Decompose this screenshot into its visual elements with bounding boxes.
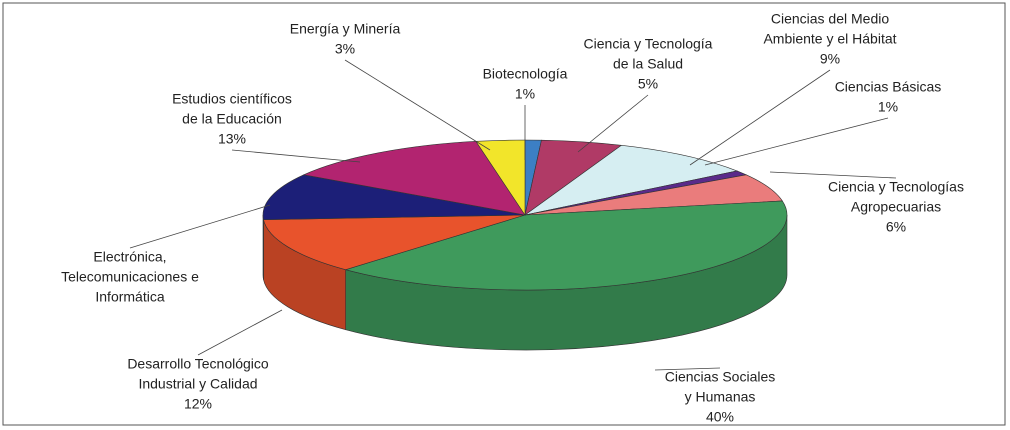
value-label: 1% (878, 99, 898, 115)
slice-label: Electrónica, (93, 249, 166, 265)
leader-line (704, 117, 889, 166)
value-label: 3% (335, 41, 355, 57)
leader-line (344, 59, 491, 151)
slice (302, 141, 526, 216)
slice-label: Estudios científicos (172, 91, 292, 107)
slice-label: Energía y Minería (290, 21, 401, 37)
leader-line (231, 149, 361, 163)
slice-label: Ambiente y el Hábitat (763, 31, 896, 47)
leader-line (577, 94, 649, 153)
slice-label: Industrial y Calidad (138, 376, 257, 392)
slice (524, 144, 739, 216)
value-label: 13% (218, 131, 246, 147)
slice-label: Ciencia y Tecnologías (828, 179, 964, 195)
slice-label: de la Educación (182, 111, 282, 127)
slice-side (262, 214, 264, 280)
slice (262, 174, 526, 221)
slice (263, 214, 526, 270)
slice-label: Informática (95, 289, 164, 305)
slice-label: Desarrollo Tecnológico (127, 356, 269, 372)
value-label: 6% (886, 219, 906, 235)
slice-label: Ciencias del Medio (771, 11, 889, 27)
slice-label: Ciencias Sociales (665, 369, 776, 385)
leader-line (197, 309, 283, 356)
slice-label: de la Salud (613, 56, 683, 72)
leader-line (129, 204, 271, 249)
slice-label: Biotecnología (483, 66, 568, 82)
value-label: 9% (820, 51, 840, 67)
leader-line (654, 367, 721, 371)
slice-label: Agropecuarias (851, 199, 941, 215)
slice-label: Telecomunicaciones e (61, 269, 199, 285)
value-label: 40% (706, 409, 734, 425)
value-label: 5% (638, 76, 658, 92)
slice-label: Ciencias Básicas (835, 79, 942, 95)
slice (344, 200, 788, 291)
leader-line (769, 171, 897, 179)
value-label: 1% (515, 86, 535, 102)
slice-label: y Humanas (685, 389, 756, 405)
value-label: 12% (184, 396, 212, 412)
slice-label: Ciencia y Tecnología (584, 36, 713, 52)
leader-line (689, 69, 831, 166)
